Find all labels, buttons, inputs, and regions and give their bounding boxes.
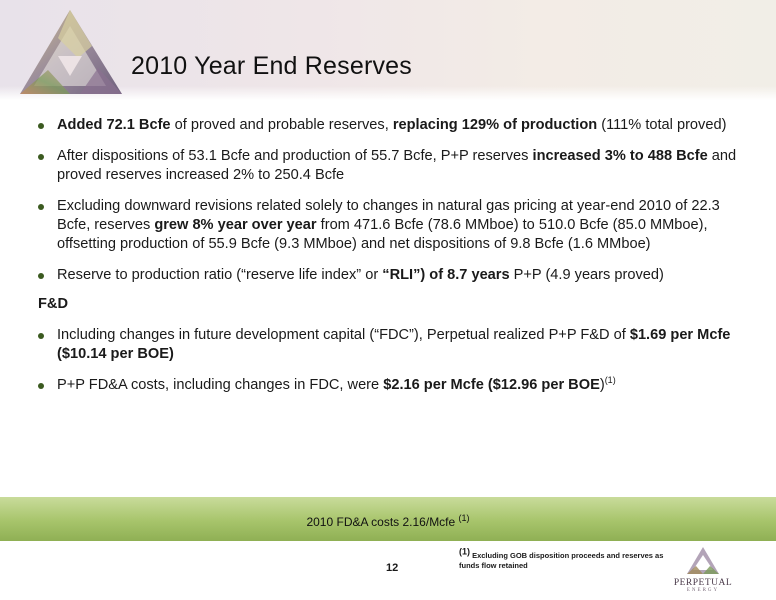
- bullet-fd: Including changes in future development …: [38, 326, 748, 364]
- bullet-text: Added 72.1 Bcfe: [57, 117, 171, 133]
- bullet-text: $1.69 per Mcfe ($10.14 per BOE): [57, 327, 731, 362]
- band-label: 2010 FD&A costs 2.16/Mcfe: [306, 515, 459, 529]
- summary-band-text: 2010 FD&A costs 2.16/Mcfe (1): [0, 513, 776, 530]
- page-number: 12: [386, 562, 399, 574]
- bullet-text: P+P (4.9 years proved): [509, 267, 664, 283]
- footer-logo-icon: [687, 547, 719, 574]
- bullet-text: “RLI”) of 8.7 years: [382, 267, 510, 283]
- bullet-text: and proved reserves increased 2% to 250.…: [57, 148, 737, 183]
- bullet-text: grew 8% year over year: [154, 217, 317, 233]
- bullet-text: of proved and probable reserves,: [170, 117, 393, 133]
- perpetual-logo-icon: [20, 10, 122, 94]
- bullet-text: increased 3% to 488 Bcfe: [532, 148, 708, 164]
- bullet-text: (111% total proved): [597, 117, 727, 133]
- footer-logo: PERPETUAL ENERGY: [672, 546, 734, 596]
- bullet-text: replacing 129% of production: [392, 117, 598, 133]
- summary-band: [0, 497, 776, 541]
- header-fade: [0, 86, 776, 100]
- footnote-marker: (1): [604, 375, 616, 386]
- bullet-revisions: Excluding downward revisions related sol…: [38, 197, 748, 254]
- footer-logo-word: PERPETUAL: [673, 578, 733, 588]
- footer-logo-sub: ENERGY: [686, 588, 720, 593]
- bullet-rli: Reserve to production ratio (“reserve li…: [38, 266, 748, 285]
- bullet-text: ): [599, 377, 605, 393]
- footnote-text: Excluding GOB disposition proceeds and r…: [459, 551, 664, 570]
- bullet-text: Excluding downward revisions related sol…: [57, 198, 720, 233]
- footnote-marker: (1): [458, 513, 470, 523]
- section-heading-fd: F&D: [38, 296, 68, 312]
- bullet-text: P+P FD&A costs, including changes in FDC…: [57, 377, 384, 393]
- bullet-text: $2.16 per Mcfe ($12.96 per BOE: [383, 377, 600, 393]
- bullet-fda: P+P FD&A costs, including changes in FDC…: [38, 376, 748, 395]
- page-title: 2010 Year End Reserves: [131, 52, 412, 80]
- bullet-dispositions: After dispositions of 53.1 Bcfe and prod…: [38, 147, 748, 185]
- footnote-mark: (1): [459, 546, 470, 557]
- content-area: Added 72.1 Bcfe of proved and probable r…: [38, 116, 748, 407]
- bullet-reserves-added: Added 72.1 Bcfe of proved and probable r…: [38, 116, 748, 135]
- bullet-text: After dispositions of 53.1 Bcfe and prod…: [57, 148, 533, 164]
- bullet-text: Reserve to production ratio (“reserve li…: [57, 267, 383, 283]
- header-background: [0, 0, 776, 100]
- bullet-text: from 471.6 Bcfe (78.6 MMboe) to 510.0 Bc…: [57, 217, 708, 252]
- bullet-text: Including changes in future development …: [57, 327, 630, 343]
- footnote: (1) Excluding GOB disposition proceeds a…: [459, 547, 669, 571]
